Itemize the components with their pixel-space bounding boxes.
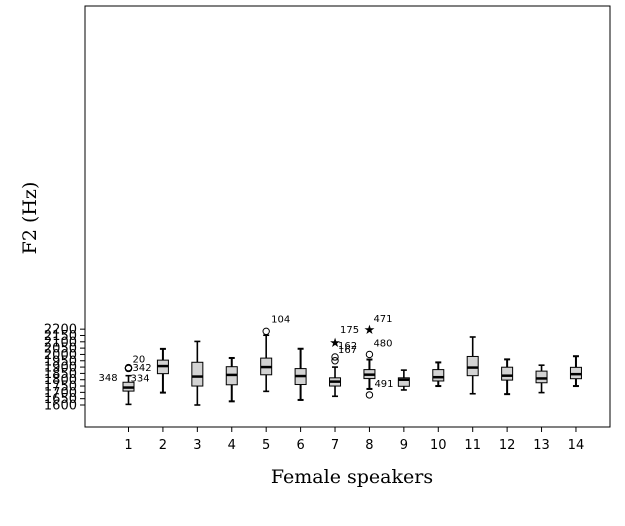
outlier-label: 162 bbox=[338, 341, 357, 352]
outlier-label: 167 bbox=[338, 345, 357, 356]
x-tick-label: 1 bbox=[124, 438, 132, 453]
y-tick-label: 1950 bbox=[44, 354, 77, 369]
outlier-label: 471 bbox=[373, 314, 392, 325]
iqr-box bbox=[191, 361, 204, 387]
iqr-box bbox=[397, 377, 410, 387]
y-tick-label: 1850 bbox=[44, 367, 77, 382]
x-tick-label: 8 bbox=[365, 438, 373, 453]
plot-frame bbox=[84, 5, 611, 428]
y-tick-label: 2200 bbox=[44, 323, 77, 338]
iqr-box bbox=[432, 369, 445, 382]
outlier-label: 334 bbox=[131, 373, 150, 384]
x-tick-label: 7 bbox=[331, 438, 339, 453]
y-tick-label: 2000 bbox=[44, 348, 77, 363]
y-tick-label: 1800 bbox=[44, 373, 77, 388]
x-tick-label: 3 bbox=[193, 438, 201, 453]
outlier-circle bbox=[331, 357, 339, 365]
outlier-circle bbox=[331, 353, 339, 361]
y-tick-label: 1650 bbox=[44, 392, 77, 407]
y-tick-label: 1700 bbox=[44, 386, 77, 401]
x-tick-label: 6 bbox=[296, 438, 304, 453]
x-tick-label: 9 bbox=[400, 438, 408, 453]
iqr-box bbox=[535, 370, 548, 384]
y-tick-label: 2100 bbox=[44, 335, 77, 350]
x-tick-label: 11 bbox=[464, 438, 481, 453]
outlier-label: 491 bbox=[374, 379, 393, 390]
x-tick-label: 14 bbox=[568, 438, 585, 453]
x-tick-label: 10 bbox=[430, 438, 447, 453]
y-tick-label: 1900 bbox=[44, 361, 77, 376]
outlier-star: ★ bbox=[364, 323, 376, 338]
y-axis-title: F2 (Hz) bbox=[19, 182, 41, 255]
outlier-circle bbox=[124, 364, 133, 373]
iqr-box bbox=[466, 355, 479, 377]
y-tick-label: 1750 bbox=[44, 380, 77, 395]
x-axis-title: Female speakers bbox=[271, 466, 433, 488]
x-tick-label: 13 bbox=[533, 438, 550, 453]
x-tick-label: 4 bbox=[228, 438, 236, 453]
outlier-circle bbox=[262, 327, 270, 336]
outlier-star: ★ bbox=[329, 336, 341, 351]
outlier-label: 20 bbox=[133, 355, 146, 366]
x-tick-label: 2 bbox=[159, 438, 167, 453]
outlier-circle bbox=[365, 350, 374, 359]
x-tick-label: 12 bbox=[499, 438, 516, 453]
outlier-label: 342 bbox=[133, 363, 152, 374]
outlier-label: 480 bbox=[373, 338, 392, 349]
y-tick-label: 2150 bbox=[44, 329, 77, 344]
outlier-label: 104 bbox=[271, 314, 290, 325]
outlier-circle bbox=[365, 391, 374, 399]
y-tick-label: 2050 bbox=[44, 342, 77, 357]
outlier-label: 175 bbox=[340, 325, 359, 336]
iqr-box bbox=[501, 366, 514, 381]
x-tick-label: 5 bbox=[262, 438, 270, 453]
outlier-label: 348 bbox=[99, 373, 118, 384]
y-tick-label: 1600 bbox=[44, 399, 77, 414]
